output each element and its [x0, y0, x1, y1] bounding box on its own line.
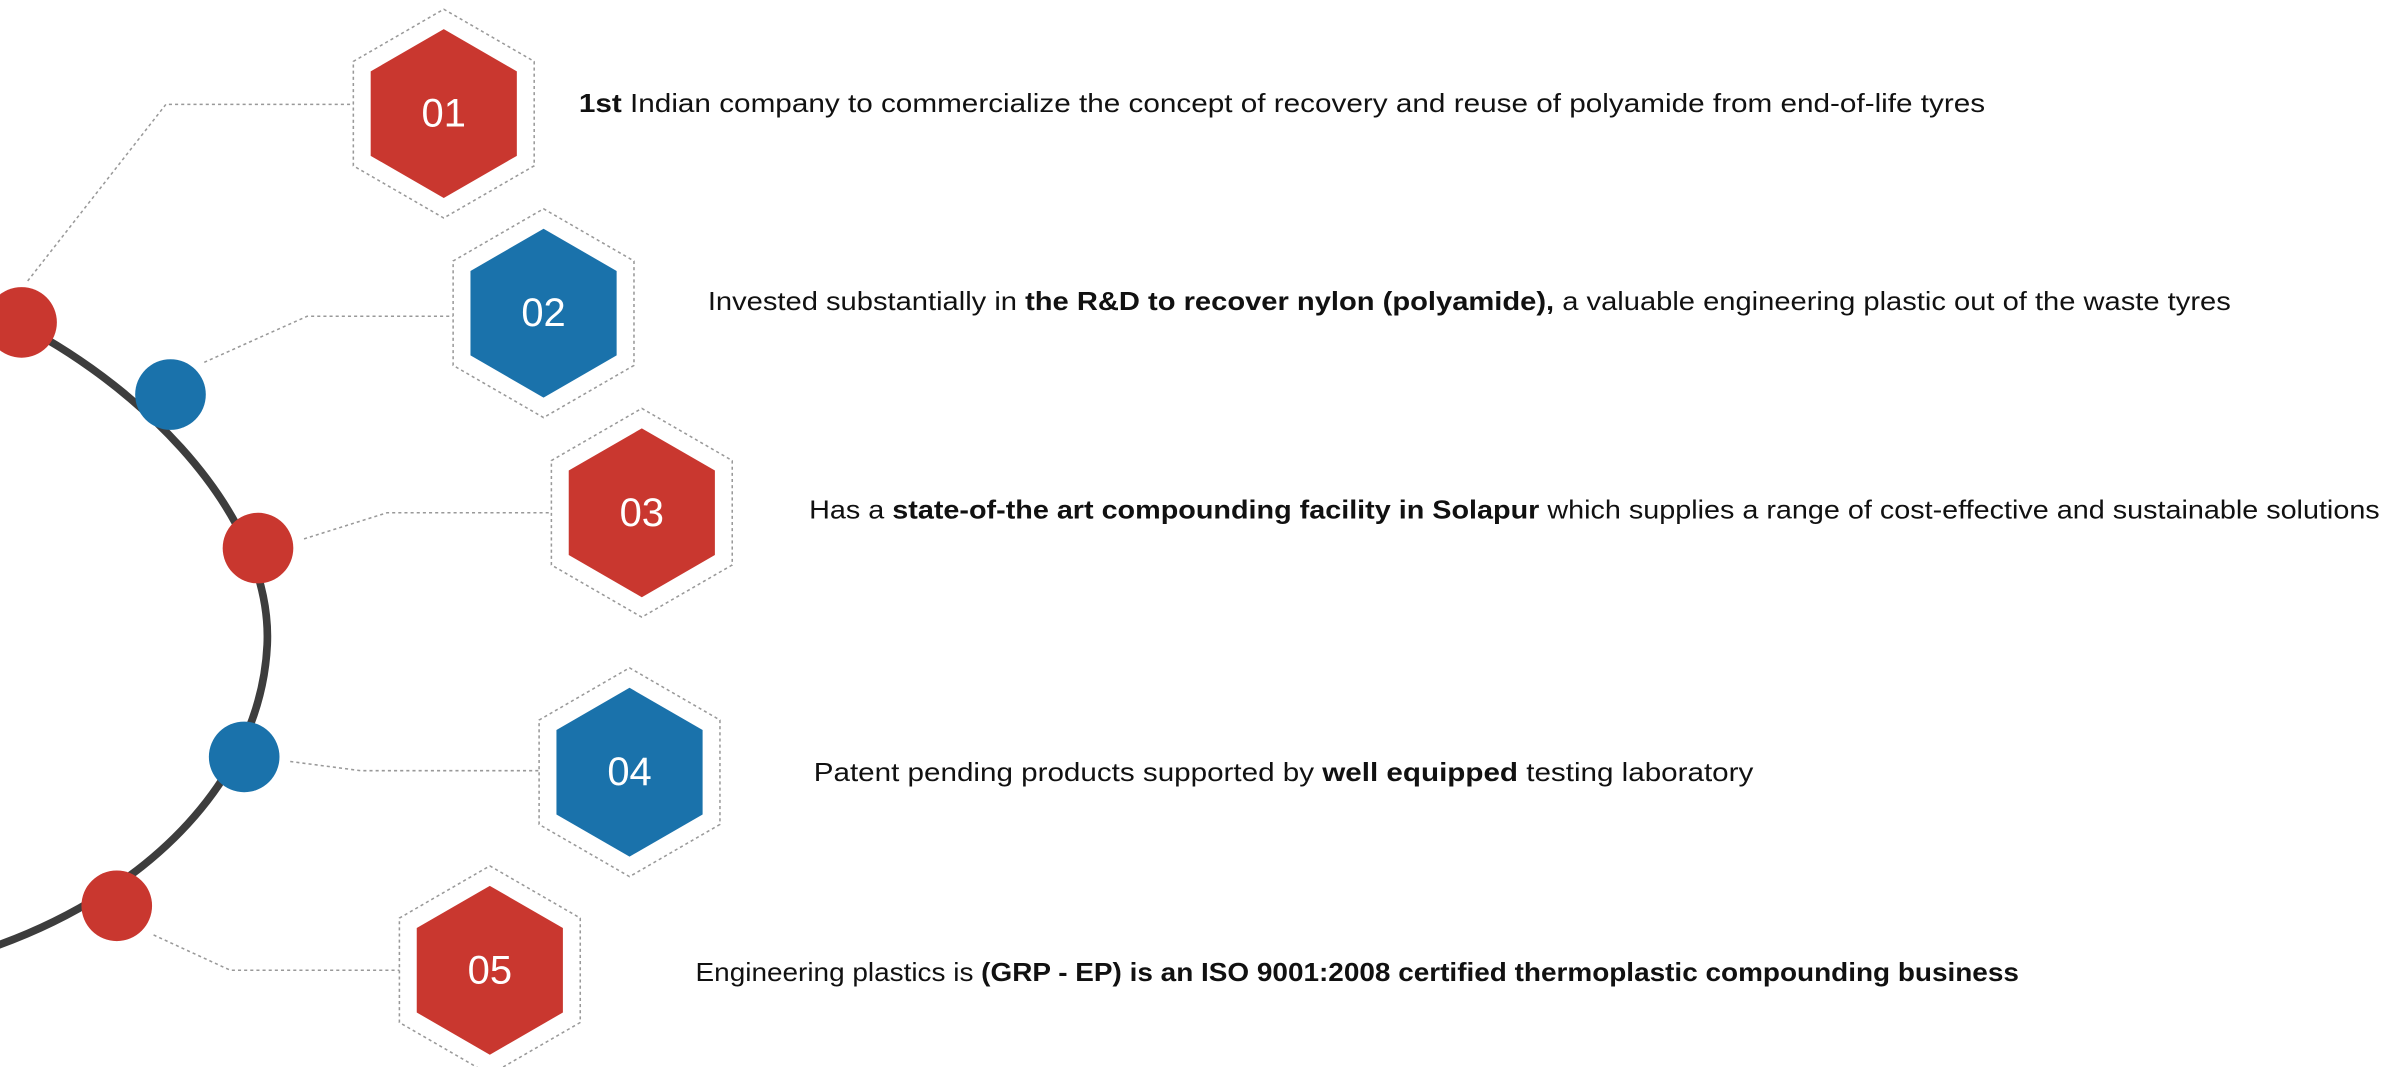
node-dot	[222, 512, 294, 584]
item-number: 03	[620, 491, 664, 535]
text-segment: Patent pending products supported by	[814, 757, 1323, 787]
item-number: 01	[422, 92, 466, 136]
text-segment: which supplies a range of cost-effective…	[1539, 495, 2379, 525]
text-segment: 1st	[579, 88, 622, 118]
text-segment: Invested substantially in	[708, 286, 1025, 316]
text-segment: a valuable engineering plastic out of th…	[1554, 286, 2231, 316]
node-dot	[81, 870, 153, 942]
connector	[290, 760, 543, 772]
text-segment: Engineering plastics is	[696, 957, 982, 987]
node-dot	[208, 721, 280, 793]
hex	[470, 228, 617, 398]
text-segment: state-of-the art compounding facility in…	[892, 495, 1539, 525]
connector	[153, 934, 403, 972]
text-segment: (GRP - EP) is an ISO 9001:2008 certified…	[981, 957, 2019, 987]
text-segment: testing laboratory	[1518, 757, 1753, 787]
hex	[568, 428, 715, 598]
item-text: Engineering plastics is (GRP - EP) is an…	[696, 957, 2019, 987]
text-segment: Indian company to commercialize the conc…	[622, 88, 1985, 118]
connector	[27, 103, 357, 282]
connector	[203, 315, 457, 364]
node-dot	[135, 359, 206, 430]
item-text: 1st Indian company to commercialize the …	[579, 88, 1985, 118]
text-segment: the R&D to recover nylon (polyamide),	[1025, 286, 1554, 316]
item-number: 04	[607, 750, 651, 794]
hex	[416, 885, 563, 1055]
hex	[370, 29, 517, 199]
node-dot	[0, 287, 57, 358]
item-number: 02	[521, 291, 565, 335]
connector	[303, 512, 556, 540]
text-segment: Has a	[809, 495, 892, 525]
item-text: Invested substantially in the R&D to rec…	[708, 286, 2231, 316]
hex	[556, 687, 703, 857]
item-text: Has a state-of-the art compounding facil…	[809, 495, 2380, 525]
item-text: Patent pending products supported by wel…	[814, 757, 1754, 787]
item-number: 05	[468, 948, 512, 992]
text-segment: well equipped	[1321, 757, 1518, 787]
arc	[0, 310, 272, 949]
